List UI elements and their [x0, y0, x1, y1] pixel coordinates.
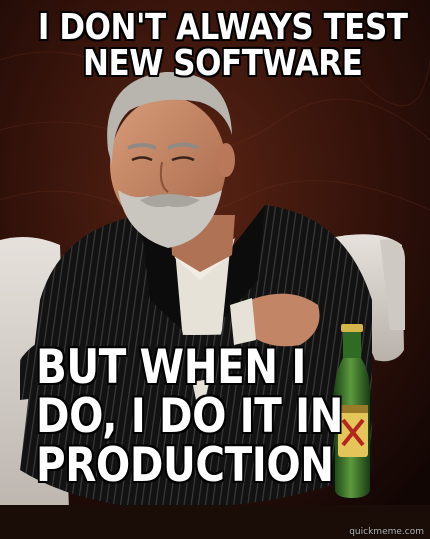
- jacket-lapel-left: [140, 215, 182, 330]
- watermark: quickmeme.com: [349, 527, 424, 537]
- meme-top-text: I DON'T ALWAYS TEST NEW SOFTWARE: [37, 7, 408, 84]
- beer-bottle: [335, 324, 370, 498]
- arm: [20, 330, 300, 400]
- eye-left: [131, 156, 153, 162]
- meme-bottom-text: BUT WHEN I DO, I DO IT IN PRODUCTION: [36, 340, 344, 493]
- eye-right: [171, 156, 195, 162]
- mustache: [140, 194, 200, 208]
- ear: [217, 143, 235, 177]
- cuff: [230, 298, 256, 345]
- eyebrow-right: [167, 142, 199, 150]
- sofa-right-arm: [380, 239, 405, 330]
- beard: [118, 190, 222, 248]
- hair: [107, 71, 232, 165]
- nose: [159, 161, 169, 193]
- jacket-lapel-right: [222, 205, 265, 320]
- hand: [250, 293, 320, 347]
- table: [0, 505, 430, 539]
- eyebrow-left: [127, 143, 157, 150]
